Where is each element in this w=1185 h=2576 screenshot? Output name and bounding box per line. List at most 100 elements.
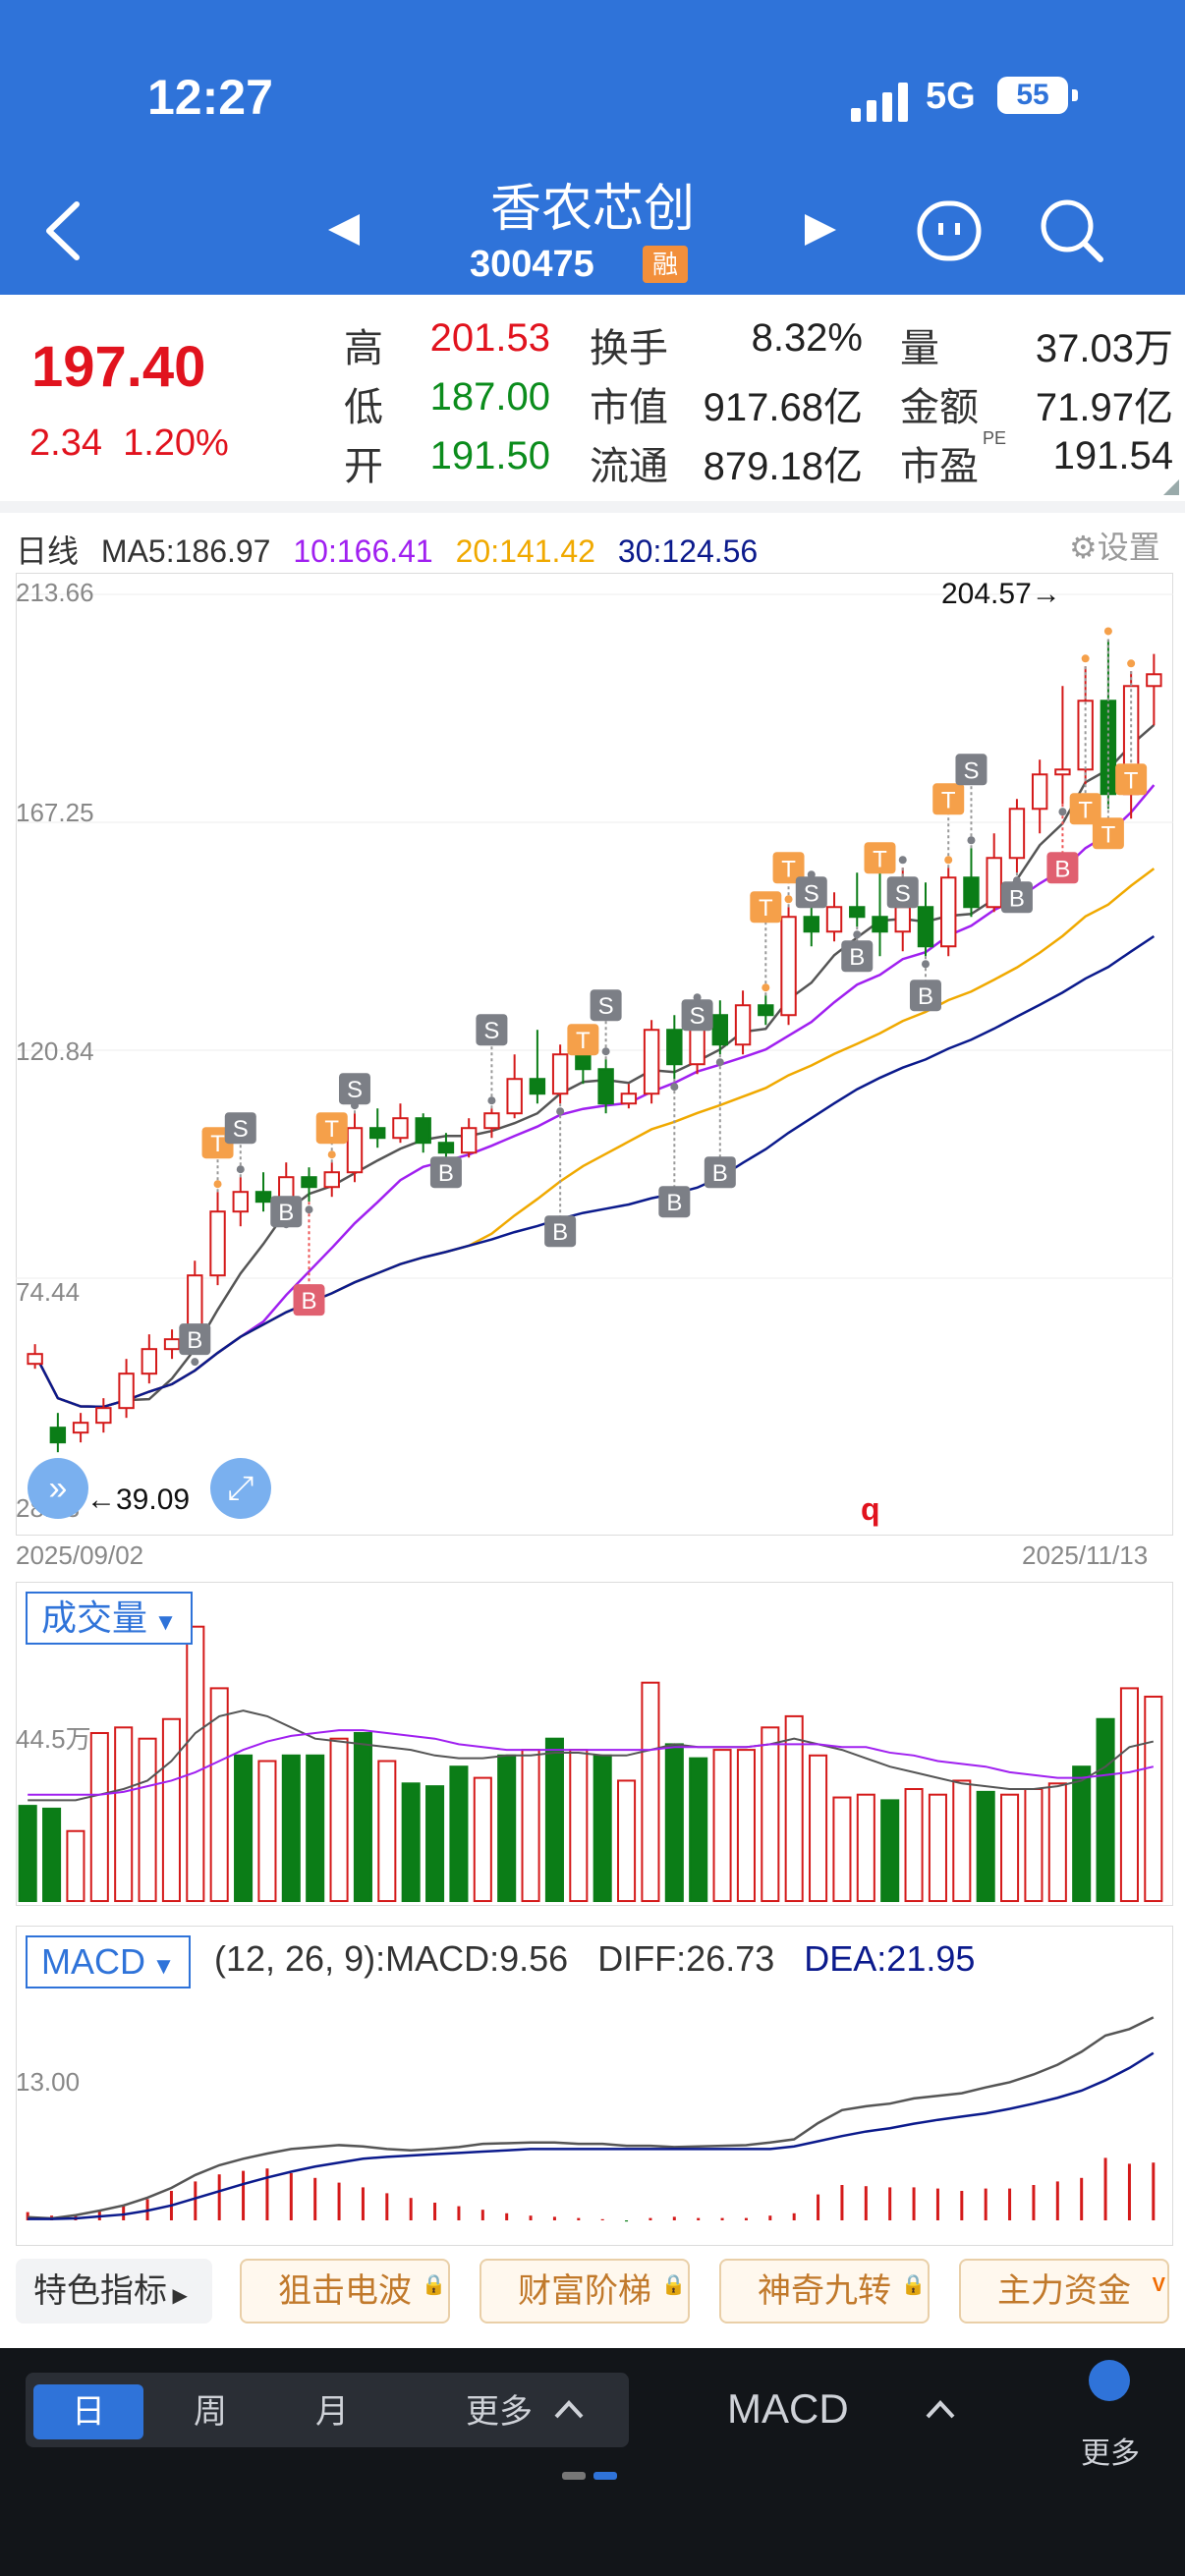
volume-bar [18,1805,37,1903]
next-stock-icon[interactable] [801,210,840,250]
signal-label: S [963,757,979,784]
signal-label: T [1101,821,1116,848]
y-tick: 74.44 [16,1277,81,1307]
quote-value: 187.00 [429,375,550,419]
volume-bar [664,1743,684,1902]
candle [1146,673,1162,688]
ma-line [33,723,1156,1409]
volume-bar [138,1737,157,1902]
feature-indicators-menu[interactable]: 特色指标 ▶ [16,2259,212,2324]
macd-chart[interactable] [16,1926,1173,2246]
signal-badge [864,842,896,874]
volume-panel[interactable] [16,1582,1173,1906]
indicator-selector[interactable]: MACD [727,2385,849,2432]
more-label[interactable]: 更多 [1081,2437,1140,2470]
signal-badge [567,1024,599,1056]
diff-line [28,2016,1155,2220]
stock-code: 300475 [470,244,594,285]
signal-badge [841,940,874,973]
back-icon[interactable] [39,196,88,265]
candle [734,1004,752,1046]
candle [803,916,819,933]
chat-icon[interactable] [916,199,985,264]
volume-ma-line [28,1709,1155,1802]
volume-bar [784,1714,804,1902]
signal-label: S [895,880,911,907]
volume-bar [1072,1765,1092,1902]
volume-bar [1024,1788,1044,1902]
signal-label: T [210,1131,225,1157]
macd-params: (12, 26, 9):MACD:9.56 [214,1938,569,1979]
signal-badge [293,1284,325,1316]
candle [415,1117,431,1145]
feature-button[interactable]: 主力资金 V [959,2259,1169,2324]
volume-bar [712,1749,732,1902]
volume-bar [257,1760,277,1902]
signal-icon [851,108,861,122]
macd-panel[interactable] [16,1926,1173,2246]
candle [940,876,957,948]
signal-dot [305,1205,313,1214]
signal-label: T [781,856,796,882]
signal-dot [327,1150,336,1159]
candle [872,916,888,933]
volume-dropdown[interactable]: 成交量 ▼ [26,1592,194,1645]
volume-bar [42,1807,62,1902]
volume-bar [832,1796,852,1902]
period-label: 日线 [16,533,80,569]
macd-dropdown[interactable]: MACD ▼ [26,1935,192,1988]
signal-label: T [1078,797,1093,823]
candle [620,1092,638,1105]
signal-label: B [712,1160,728,1187]
period-week-button[interactable]: 周 [194,2393,227,2431]
candle [232,1191,249,1213]
quote-value: 879.18亿 [703,445,863,488]
candle [825,906,843,933]
more-icon[interactable] [1089,2360,1130,2401]
volume-chart[interactable] [16,1582,1173,1906]
signal-label: B [438,1160,454,1187]
expand-icon[interactable]: ⤢ [210,1458,271,1519]
period-day-button[interactable]: 日 [33,2384,143,2439]
feature-button[interactable]: 神奇九转 🔒 [719,2259,930,2324]
signal-badge [772,852,805,884]
volume-bar [1144,1695,1163,1902]
quote-label: 高 [344,327,383,370]
signal-badge [476,1014,508,1046]
volume-bar [161,1717,181,1902]
candle [209,1210,226,1277]
stock-name: 香农芯创 [489,181,695,238]
volume-bar [1119,1687,1139,1903]
expand-corner-icon[interactable] [1163,479,1179,495]
candle [346,1127,364,1174]
volume-bar [641,1681,660,1902]
status-time: 12:27 [147,70,273,125]
chevron-up-icon[interactable] [924,2397,957,2421]
feature-button[interactable]: 财富阶梯 🔒 [480,2259,690,2324]
ma20-value: 20:141.42 [455,533,595,569]
kline-panel[interactable] [16,573,1173,1536]
signal-label: B [918,983,933,1010]
chevron-up-icon[interactable] [552,2397,586,2421]
candle [460,1127,478,1154]
period-more-button[interactable]: 更多 [466,2393,533,2431]
volume-bar [114,1726,134,1902]
feature-button[interactable]: 狙击电波 🔒 [240,2259,450,2324]
signal-label: S [233,1116,249,1143]
quote-label: 市盈 [900,445,979,488]
search-icon[interactable] [1038,196,1106,265]
quote-value: 8.32% [751,316,863,360]
candle [597,1068,614,1105]
signal-badge [681,999,713,1032]
period-month-button[interactable]: 月 [315,2393,349,2431]
volume-bar [1000,1793,1020,1902]
signal-badge [795,876,827,909]
signal-badge [955,754,988,786]
macd-diff: DIFF:26.73 [597,1938,775,1979]
candle [666,1029,683,1066]
scroll-left-icon[interactable]: » [28,1458,88,1519]
signal-dot [1103,627,1112,636]
settings-button[interactable]: ⚙设置 [1069,523,1160,568]
prev-stock-icon[interactable] [324,210,364,250]
